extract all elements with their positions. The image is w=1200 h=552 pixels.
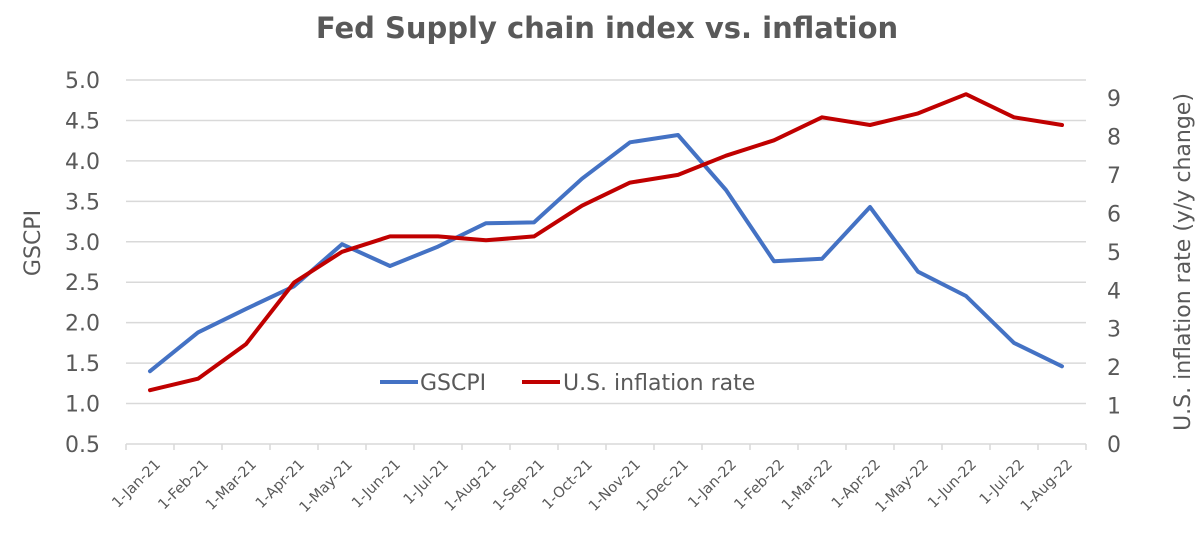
right-axis-title: U.S. inflation rate (y/y change)	[1171, 93, 1196, 431]
x-tick-label: 1-Feb-22	[732, 457, 788, 513]
x-tick-label: 1-Aug-22	[1018, 457, 1076, 515]
x-tick-label: 1-May-21	[297, 457, 356, 516]
x-axis-ticks: 1-Jan-211-Feb-211-Mar-211-Apr-211-May-21…	[109, 457, 1076, 516]
legend-label-inflation: U.S. inflation rate	[563, 371, 755, 396]
x-tick-label: 1-Jun-22	[925, 457, 980, 512]
x-tick-label: 1-May-22	[873, 457, 932, 516]
right-tick-label: 0	[1107, 433, 1121, 458]
left-tick-label: 1.5	[65, 352, 100, 377]
right-axis-ticks: 0 1 2 3 4 5 6 7 8 9	[1107, 87, 1121, 458]
right-tick-label: 9	[1107, 87, 1121, 112]
x-tick-label: 1-Mar-21	[203, 457, 260, 514]
left-tick-label: 3.5	[65, 190, 100, 215]
x-tick-label: 1-Mar-22	[779, 457, 836, 514]
left-tick-label: 0.5	[65, 433, 100, 458]
x-tick-label: 1-Aug-21	[442, 457, 500, 515]
chart-title: Fed Supply chain index vs. inflation	[316, 11, 898, 45]
series-lines	[148, 92, 1064, 393]
x-tick-label: 1-Jun-21	[349, 457, 404, 512]
right-tick-label: 1	[1107, 395, 1121, 420]
x-tick-label: 1-Dec-21	[634, 457, 692, 515]
left-tick-label: 5.0	[65, 69, 100, 94]
gridlines	[125, 79, 1087, 450]
left-axis-ticks: 0.5 1.0 1.5 2.0 2.5 3.0 3.5 4.0 4.5 5.0	[65, 69, 100, 458]
legend: GSCPI U.S. inflation rate	[380, 371, 755, 396]
x-tick-label: 1-Feb-21	[156, 457, 212, 513]
right-tick-label: 6	[1107, 202, 1121, 227]
right-tick-label: 8	[1107, 126, 1121, 151]
series-line-gscpi	[148, 133, 1064, 374]
left-tick-label: 4.0	[65, 150, 100, 175]
right-tick-label: 5	[1107, 241, 1121, 266]
left-axis-title: GSCPI	[21, 210, 46, 276]
left-tick-label: 2.5	[65, 271, 100, 296]
left-tick-label: 4.5	[65, 109, 100, 134]
series-line-u-s-inflation-rate	[148, 92, 1064, 393]
right-tick-label: 4	[1107, 279, 1121, 304]
right-tick-label: 3	[1107, 318, 1121, 343]
left-tick-label: 3.0	[65, 231, 100, 256]
left-tick-label: 1.0	[65, 393, 100, 418]
right-tick-label: 7	[1107, 164, 1121, 189]
legend-label-gscpi: GSCPI	[420, 371, 486, 396]
x-tick-label: 1-Sep-21	[490, 457, 548, 515]
right-tick-label: 2	[1107, 356, 1121, 381]
left-tick-label: 2.0	[65, 312, 100, 337]
